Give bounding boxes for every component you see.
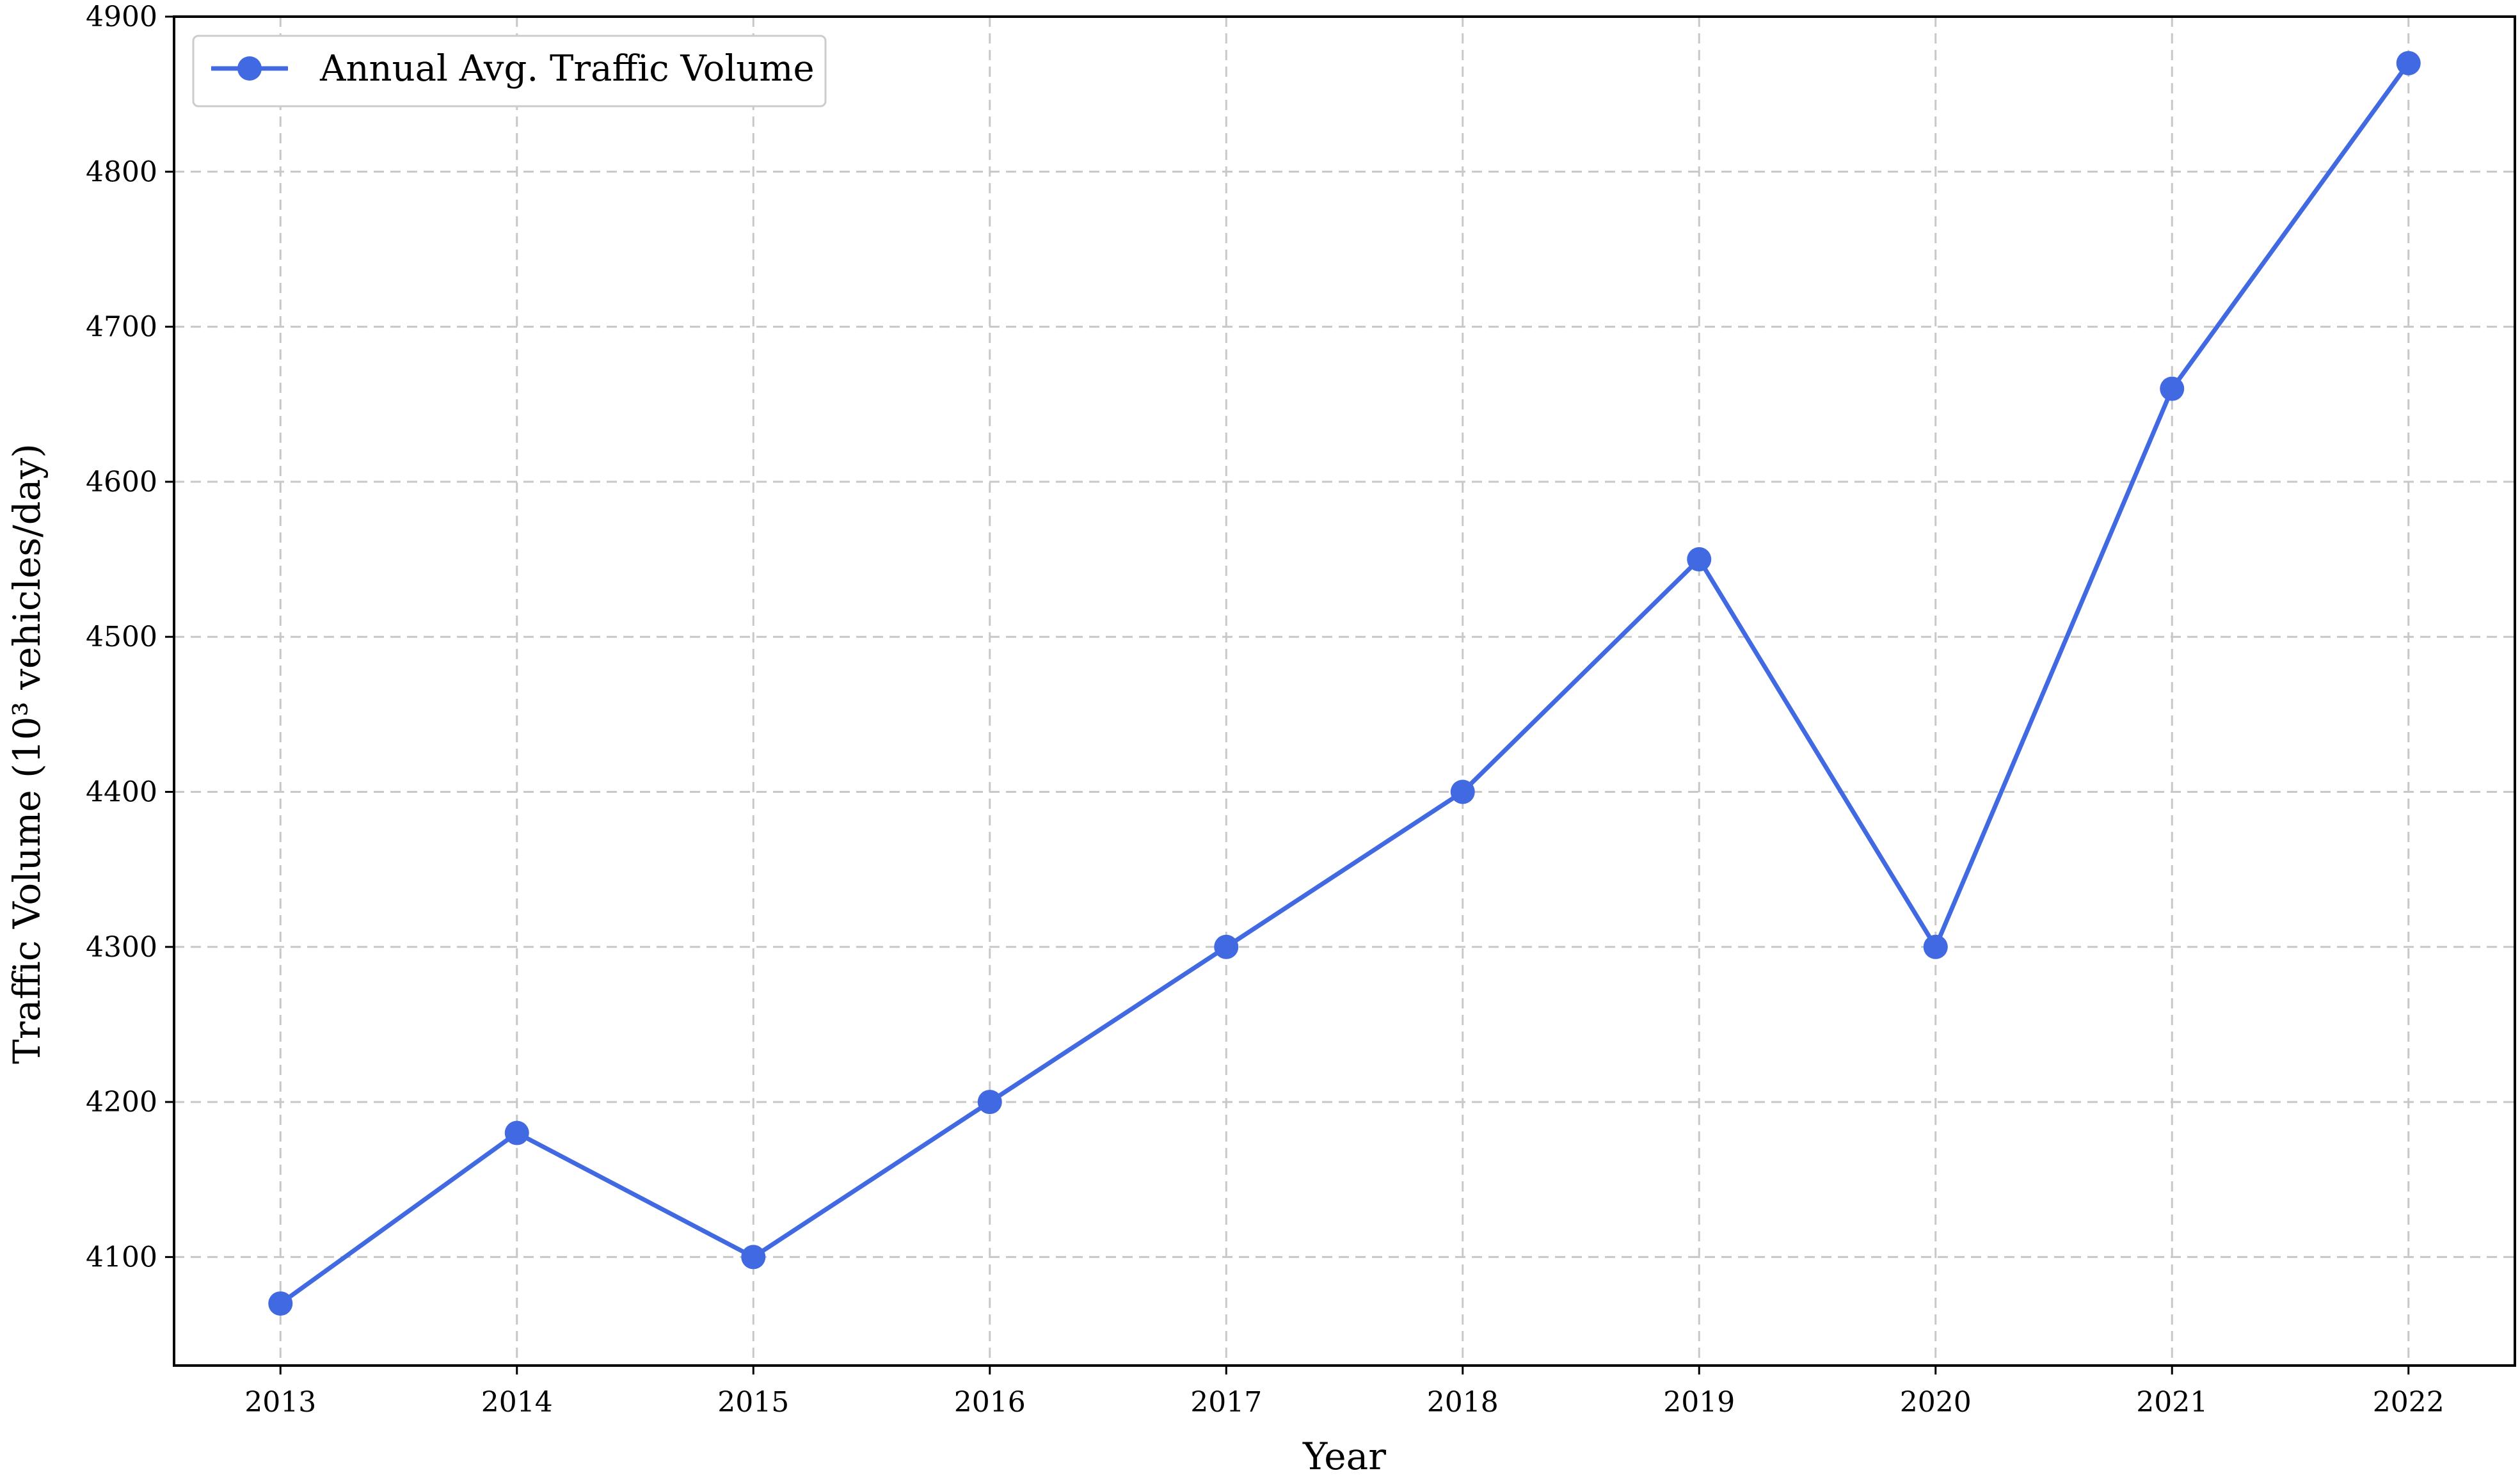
grid (174, 15, 2515, 1366)
x-tick-label: 2015 (717, 1386, 789, 1419)
y-tick-label: 4900 (86, 1, 157, 33)
data-point (1214, 934, 1239, 959)
x-tick-label: 2017 (1190, 1386, 1262, 1419)
plot-area-frame (173, 15, 2516, 1367)
y-tick-label: 4300 (86, 931, 157, 964)
x-axis-ticks: 2013 2014 2015 2016 2017 2018 2019 2020 2021 2022 (244, 1366, 2444, 1419)
data-point (1923, 934, 1948, 959)
data-point (1450, 779, 1475, 804)
y-tick-label: 4200 (86, 1086, 157, 1119)
x-tick-label: 2019 (1663, 1386, 1735, 1419)
series-layer (268, 51, 2421, 1316)
y-axis-title: Traffic Volume (10³ vehicles/day) (5, 443, 49, 1064)
series-line (278, 61, 2411, 1306)
y-tick-label: 4600 (86, 466, 157, 498)
legend-series-marker (237, 56, 262, 81)
data-point (2160, 376, 2185, 401)
x-tick-label: 2020 (1900, 1386, 1972, 1419)
y-axis-ticks: 4100 4200 4300 4400 4500 4600 4700 4800 4900 (86, 1, 174, 1273)
y-tick-label: 4400 (86, 776, 157, 808)
x-tick-label: 2013 (244, 1386, 316, 1419)
data-point (268, 1291, 293, 1316)
x-axis-title: Year (1302, 1435, 1386, 1478)
y-tick-label: 4800 (86, 155, 157, 188)
x-tick-label: 2014 (481, 1386, 553, 1419)
data-point (2396, 51, 2421, 76)
legend-label: Annual Avg. Traffic Volume (319, 48, 815, 90)
y-tick-label: 4700 (86, 311, 157, 344)
x-tick-label: 2016 (954, 1386, 1026, 1419)
data-point (741, 1245, 766, 1270)
x-tick-label: 2018 (1427, 1386, 1499, 1419)
x-tick-label: 2022 (2373, 1386, 2444, 1419)
data-point (1687, 547, 1712, 572)
x-tick-label: 2021 (2136, 1386, 2208, 1419)
y-tick-label: 4500 (86, 621, 157, 653)
legend: Annual Avg. Traffic Volume (192, 35, 827, 108)
legend-box (192, 35, 827, 108)
data-point (504, 1120, 529, 1145)
data-point (977, 1090, 1002, 1115)
y-tick-label: 4100 (86, 1241, 157, 1273)
